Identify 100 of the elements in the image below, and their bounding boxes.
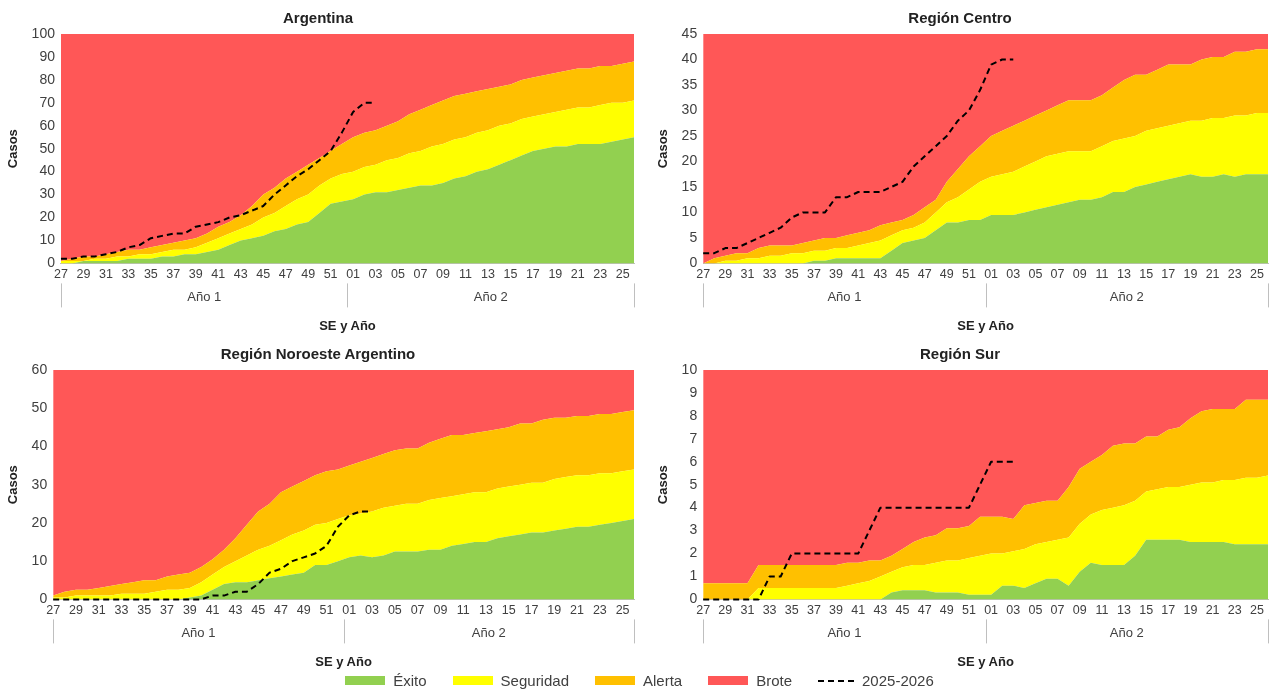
x-axis-title: SE y Año <box>319 317 376 333</box>
x-tick-label: 11 <box>458 267 472 282</box>
x-tick-label: 19 <box>548 267 563 282</box>
x-tick-label: 21 <box>570 267 585 282</box>
x-tick-label: 35 <box>137 603 152 618</box>
chart-title: Argentina <box>282 9 354 27</box>
y-tick-label: 0 <box>689 590 698 607</box>
x-tick-label: 39 <box>188 267 203 282</box>
text: Año 2 <box>471 624 506 640</box>
x-tick-label: 13 <box>1117 603 1132 618</box>
x-tick-label: 11 <box>1095 603 1109 618</box>
x-tick-label: 07 <box>1050 267 1065 282</box>
x-tick-label: 11 <box>456 603 470 618</box>
x-tick-label: 17 <box>524 603 539 618</box>
line-series <box>702 58 1015 255</box>
x-tick-label: 33 <box>762 267 777 282</box>
x-tick-label: 01 <box>346 267 361 282</box>
x-tick-label: 45 <box>895 267 910 282</box>
x-tick-label: 35 <box>143 267 158 282</box>
x-tick-label: 17 <box>1161 267 1176 282</box>
x-tick-label: 47 <box>917 267 932 282</box>
x-tick-label: 41 <box>851 603 866 618</box>
x-tick-label: 37 <box>806 603 821 618</box>
x-tick-label: 51 <box>962 603 976 618</box>
x-tick-label: 35 <box>784 267 799 282</box>
y-tick-label: 60 <box>31 360 48 377</box>
y-tick-label: 40 <box>31 437 48 454</box>
x-tick-label: 33 <box>121 267 136 282</box>
text: Año 2 <box>1109 624 1144 640</box>
x-tick-label: 49 <box>301 267 316 282</box>
x-tick-label: 07 <box>413 267 428 282</box>
chart-title: Región Noroeste Argentino <box>220 345 416 363</box>
x-tick-label: 07 <box>1050 603 1065 618</box>
x-tick-label: 27 <box>46 603 61 618</box>
x-tick-label: 07 <box>410 603 425 618</box>
text: Año 1 <box>187 288 222 304</box>
x-tick-label: 31 <box>91 603 106 618</box>
x-tick-label: 25 <box>615 267 630 282</box>
x-tick-label: 05 <box>1028 267 1043 282</box>
x-tick-label: 43 <box>873 267 888 282</box>
x-tick-label: 05 <box>387 603 402 618</box>
y-tick-label: 100 <box>31 24 56 41</box>
x-tick-label: 45 <box>251 603 266 618</box>
x-tick-label: 49 <box>296 603 311 618</box>
legend-label: Seguridad <box>500 672 569 689</box>
x-tick-label: 27 <box>696 267 711 282</box>
y-tick-label: 9 <box>689 383 698 400</box>
x-tick-label: 21 <box>570 603 585 618</box>
x-tick-label: 03 <box>365 603 380 618</box>
x-tick-label: 39 <box>829 603 844 618</box>
y-tick-label: 20 <box>31 513 48 530</box>
x-tick-label: 21 <box>1205 267 1220 282</box>
y-tick-label: 7 <box>689 429 698 446</box>
x-tick-label: 43 <box>233 267 248 282</box>
y-tick-label: 50 <box>39 139 56 156</box>
x-axis-title: SE y Año <box>957 653 1014 669</box>
x-tick-label: 19 <box>547 603 562 618</box>
x-tick-label: 47 <box>278 267 293 282</box>
x-tick-label: 09 <box>1072 603 1087 618</box>
x-tick-label: 05 <box>391 267 406 282</box>
x-tick-label: 05 <box>1028 603 1043 618</box>
y-tick-label: 0 <box>689 254 698 271</box>
x-tick-label: 19 <box>1183 267 1198 282</box>
text: Año 1 <box>181 624 216 640</box>
x-tick-label: 49 <box>939 267 954 282</box>
y-tick-label: 8 <box>689 406 698 423</box>
y-tick-label: 90 <box>39 47 56 64</box>
y-tick-label: 6 <box>689 452 698 469</box>
x-tick-label: 29 <box>76 267 91 282</box>
y-tick-label: 30 <box>31 475 48 492</box>
y-tick-label: 10 <box>681 360 698 377</box>
x-tick-label: 47 <box>917 603 932 618</box>
x-tick-label: 27 <box>696 603 711 618</box>
x-tick-label: 31 <box>740 603 755 618</box>
y-tick-label: 40 <box>39 162 56 179</box>
x-tick-label: 03 <box>1006 603 1021 618</box>
y-axis-title: Casos <box>655 129 671 169</box>
y-tick-label: 80 <box>39 70 56 87</box>
x-tick-label: 09 <box>436 267 450 282</box>
x-tick-label: 45 <box>895 603 910 618</box>
y-tick-label: 1 <box>689 567 698 584</box>
y-tick-label: 35 <box>681 75 698 92</box>
text: Año 1 <box>827 288 862 304</box>
x-tick-label: 33 <box>114 603 129 618</box>
x-tick-label: 23 <box>1227 603 1242 618</box>
chart-title: Región Sur <box>919 345 1001 363</box>
y-tick-label: 10 <box>31 552 48 569</box>
y-tick-label: 5 <box>689 475 698 492</box>
y-tick-label: 20 <box>39 208 56 225</box>
x-tick-label: 43 <box>873 603 888 618</box>
x-tick-label: 25 <box>615 603 630 618</box>
x-tick-label: 11 <box>1095 267 1109 282</box>
x-axis-title: SE y Año <box>315 653 372 669</box>
legend-label: 2025-2026 <box>862 672 934 689</box>
x-tick-label: 03 <box>1006 267 1021 282</box>
x-tick-label: 29 <box>718 603 733 618</box>
y-tick-label: 25 <box>681 126 698 143</box>
x-tick-label: 15 <box>1139 603 1154 618</box>
x-tick-label: 39 <box>182 603 197 618</box>
x-tick-label: 29 <box>718 267 733 282</box>
